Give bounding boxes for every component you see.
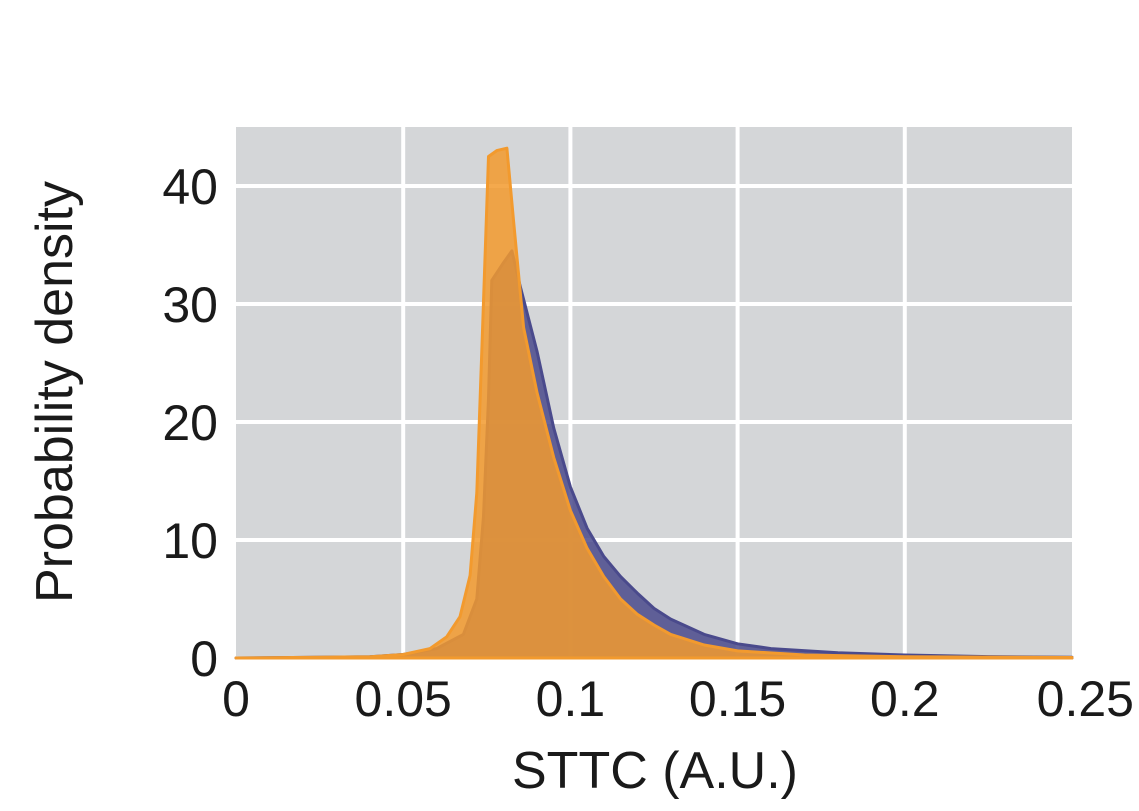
x-tick-label: 0.15 — [689, 671, 786, 727]
x-axis-label: STTC (A.U.) — [512, 742, 798, 800]
series-layer — [234, 146, 1074, 660]
y-tick-label: 40 — [162, 159, 218, 215]
x-tick-label: 0.2 — [870, 671, 940, 727]
series-1-area — [234, 146, 1074, 660]
x-tick-labels: 0 0.05 0.1 0.15 0.2 0.25 — [222, 671, 1134, 727]
x-tick-label: 0 — [222, 671, 250, 727]
x-tick-label: 0.25 — [1037, 671, 1134, 727]
y-tick-label: 10 — [162, 513, 218, 569]
x-tick-label: 0.05 — [355, 671, 452, 727]
y-tick-labels: 0 10 20 30 40 — [162, 159, 218, 687]
y-axis-label: Probability density — [26, 181, 84, 603]
y-tick-label: 0 — [190, 631, 218, 687]
grid-lines — [236, 127, 1072, 658]
y-tick-label: 20 — [162, 395, 218, 451]
x-tick-label: 0.1 — [536, 671, 606, 727]
y-tick-label: 30 — [162, 277, 218, 333]
plot-background — [236, 127, 1072, 658]
